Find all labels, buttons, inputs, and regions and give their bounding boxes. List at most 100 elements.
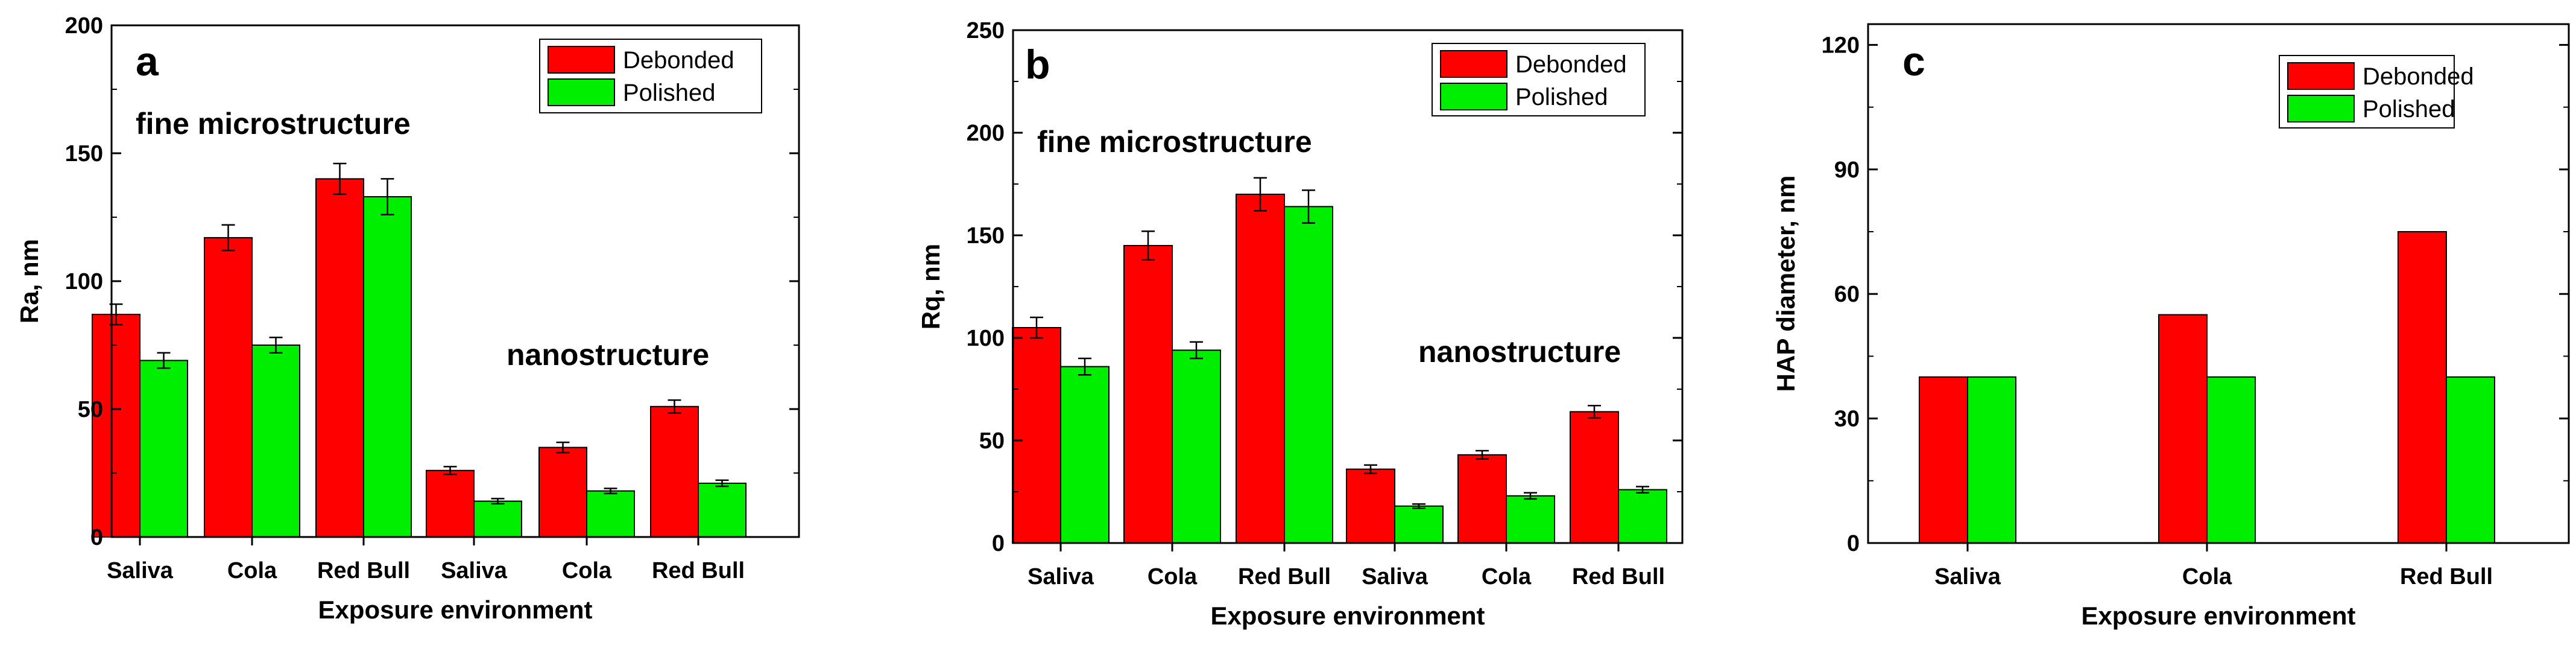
bar-polished-1 — [2206, 376, 2256, 544]
bar-polished-0 — [1060, 366, 1110, 544]
y-tick-label-3: 90 — [1834, 157, 1860, 183]
bar-debonded-4 — [1457, 454, 1507, 544]
x-axis-label: Exposure environment — [1210, 602, 1485, 630]
x-tick-label-4: Cola — [562, 558, 612, 583]
x-tick-label-3: Saliva — [1362, 564, 1428, 589]
y-tick-label-3: 150 — [65, 141, 103, 167]
bar-debonded-1 — [1123, 245, 1173, 544]
chart-panel-c: Saliva Cola Red Bull 0 30 60 90 120 Exposure env… — [1772, 23, 2570, 630]
error-bar-debonded-2 — [1254, 177, 1267, 212]
error-bar-polished-5 — [1636, 486, 1649, 494]
y-tick-label-0: 0 — [90, 525, 103, 550]
x-axis-label: Exposure environment — [2081, 602, 2355, 630]
bar-debonded-5 — [1570, 411, 1619, 544]
bar-debonded-1 — [2158, 314, 2208, 544]
bar-debonded-2 — [315, 178, 364, 538]
error-bar-debonded-1 — [221, 224, 235, 252]
y-tick-label-2: 100 — [967, 326, 1005, 351]
bar-polished-5 — [698, 482, 747, 538]
x-tick-label-2: Red Bull — [2400, 564, 2493, 589]
x-tick-label-1: Cola — [227, 558, 277, 583]
legend-label-debonded: Debonded — [623, 47, 734, 74]
legend-label-debonded: Debonded — [2363, 63, 2474, 90]
error-bar-polished-0 — [1078, 357, 1091, 376]
error-bar-debonded-1 — [1141, 230, 1155, 261]
y-tick-label-0: 0 — [992, 531, 1005, 556]
y-tick-label-5: 250 — [967, 18, 1005, 43]
error-bar-polished-3 — [1412, 503, 1425, 509]
bar-debonded-5 — [650, 405, 699, 538]
y-tick-label-4: 200 — [967, 121, 1005, 146]
x-tick-label-5: Red Bull — [652, 558, 745, 583]
error-bar-debonded-3 — [1364, 464, 1377, 474]
annotation-0: fine microstructure — [136, 107, 411, 141]
legend-swatch-debonded — [548, 46, 615, 74]
error-bar-debonded-0 — [1030, 316, 1043, 339]
bar-debonded-0 — [92, 314, 140, 538]
bar-polished-2 — [2446, 376, 2495, 544]
y-axis-label: Ra, nm — [15, 239, 43, 323]
bar-debonded-1 — [204, 237, 253, 538]
error-bar-debonded-2 — [333, 162, 347, 195]
x-tick-label-0: Saliva — [1028, 564, 1094, 589]
legend: Debonded Polished — [539, 39, 762, 113]
panel-label: c — [1902, 39, 1925, 84]
y-axis-label: HAP diameter, nm — [1772, 176, 1800, 392]
y-axis-label: Rq, nm — [917, 244, 945, 329]
y-tick-label-1: 30 — [1834, 407, 1860, 432]
bar-debonded-3 — [426, 469, 475, 538]
legend-label-debonded: Debonded — [1515, 51, 1627, 78]
error-bar-polished-0 — [157, 352, 171, 369]
plot-frame — [1867, 23, 2570, 544]
legend-swatch-debonded — [2287, 62, 2355, 90]
legend-label-polished: Polished — [1515, 84, 1608, 110]
x-tick-label-2: Red Bull — [1238, 564, 1331, 589]
error-bar-polished-4 — [604, 488, 617, 495]
bar-polished-0 — [139, 360, 188, 538]
legend-swatch-debonded — [1440, 50, 1507, 78]
bar-debonded-2 — [2398, 231, 2447, 544]
error-bar-polished-1 — [1190, 341, 1203, 360]
chart-panel-a: Saliva Cola Red Bull Saliva Cola Red Bull 0 50 1… — [15, 13, 800, 624]
x-tick-label-2: Red Bull — [317, 558, 410, 583]
bar-debonded-0 — [1919, 376, 1968, 544]
y-tick-label-3: 150 — [967, 223, 1005, 249]
chart-panel-b: Saliva Cola Red Bull Saliva Cola Red Bull 0 50 1… — [917, 18, 1684, 630]
x-tick-label-5: Red Bull — [1572, 564, 1665, 589]
legend-swatch-polished — [548, 78, 615, 106]
bar-debonded-4 — [538, 446, 587, 538]
legend-swatch-polished — [2287, 95, 2355, 122]
bar-polished-0 — [1967, 376, 2016, 544]
x-tick-label-0: Saliva — [1934, 564, 2001, 589]
panel-label: b — [1025, 42, 1050, 87]
x-tick-label-4: Cola — [1482, 564, 1532, 589]
panel-label: a — [136, 39, 159, 84]
x-tick-label-1: Cola — [1148, 564, 1198, 589]
legend-swatch-polished — [1440, 83, 1507, 110]
y-tick-label-1: 50 — [78, 397, 103, 422]
bar-debonded-2 — [1236, 194, 1285, 544]
error-bar-debonded-4 — [1476, 449, 1489, 460]
x-axis-label: Exposure environment — [318, 596, 592, 624]
legend: Debonded Polished — [1432, 43, 1646, 116]
y-tick-label-4: 200 — [65, 13, 103, 39]
error-bar-polished-1 — [269, 337, 283, 354]
y-tick-label-4: 120 — [1822, 33, 1860, 58]
bar-polished-1 — [1172, 349, 1221, 544]
legend-label-polished: Polished — [2363, 96, 2455, 122]
error-bar-debonded-5 — [668, 399, 681, 414]
annotation-1: nanostructure — [507, 338, 709, 372]
bar-polished-1 — [251, 345, 300, 538]
bar-polished-4 — [1506, 495, 1555, 544]
x-tick-label-0: Saliva — [107, 558, 174, 583]
error-bar-polished-5 — [715, 479, 729, 488]
y-tick-label-1: 50 — [979, 428, 1005, 454]
bar-polished-3 — [473, 500, 522, 538]
bar-polished-2 — [363, 196, 412, 538]
error-bar-polished-3 — [491, 498, 505, 505]
annotation-0: fine microstructure — [1037, 125, 1312, 159]
bar-debonded-0 — [1012, 327, 1061, 544]
error-bar-debonded-5 — [1588, 404, 1601, 419]
x-tick-label-3: Saliva — [441, 558, 508, 583]
